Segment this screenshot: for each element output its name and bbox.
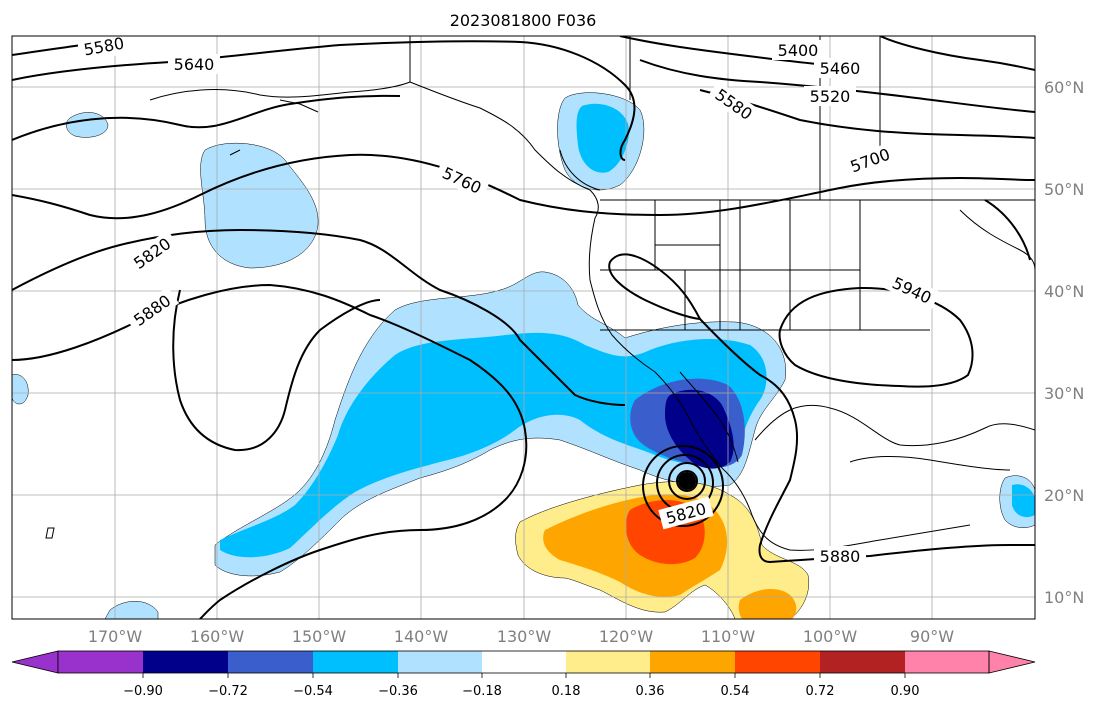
contour-label-bg (706, 80, 762, 128)
colorbar-min-extension (11, 650, 59, 674)
colorbar-segment (905, 651, 989, 673)
colorbar-segment (566, 651, 650, 673)
fill-light-blue-np (200, 142, 319, 269)
map-title: 2023081800 F036 (450, 11, 597, 30)
lon-tick: 90°W (910, 627, 954, 646)
colorbar-tick-label: −0.72 (208, 684, 248, 699)
colorbar-tick-label: −0.90 (123, 684, 163, 699)
contour-label: 5520 (810, 87, 851, 106)
map-area: 5580 5640 5400 5460 5520 5580 5700 5760 … (12, 34, 1035, 619)
colorbar-tick-label: 0.90 (891, 684, 920, 699)
contour-label: 5400 (778, 41, 819, 60)
colorbar-segment (228, 651, 313, 673)
contour-label-bg (772, 40, 824, 60)
contour-label: 5880 (820, 547, 861, 566)
lat-tick: 50°N (1044, 180, 1084, 199)
lat-tick: 20°N (1044, 486, 1084, 505)
lon-tick: 120°W (599, 627, 654, 646)
map-frame (11, 35, 1036, 620)
contour-label-bg (168, 54, 220, 74)
colorbar-tick-label: −0.36 (378, 684, 418, 699)
lon-tick: 100°W (803, 627, 858, 646)
fill-blue-pacific (220, 332, 767, 558)
lat-tick-labels: 60°N 50°N 40°N 30°N 20°N 10°N (1044, 78, 1084, 607)
lon-tick: 170°W (88, 627, 143, 646)
contour-label-bg (434, 159, 490, 201)
colorbar-segment (650, 651, 735, 673)
fill-blue-caribbean (1012, 484, 1035, 518)
colorbar-tick-label: −0.18 (462, 684, 502, 699)
storm-marker (678, 472, 696, 490)
lon-tick: 140°W (394, 627, 449, 646)
gridlines (12, 36, 1035, 619)
lat-tick: 10°N (1044, 588, 1084, 607)
contour-label-bg (814, 546, 866, 566)
coastlines (45, 36, 1035, 551)
lat-tick: 40°N (1044, 282, 1084, 301)
colorbar-frame (57, 650, 990, 674)
contour-label-bg (78, 36, 130, 56)
fill-orange-pos-east (738, 588, 797, 619)
contour-label-bg (804, 86, 856, 106)
colorbar-segment (820, 651, 905, 673)
contour-label-bg (884, 269, 940, 311)
lon-tick: 130°W (497, 627, 552, 646)
contour-label-bg (814, 58, 866, 78)
colorbar-segment (482, 651, 566, 673)
lon-tick: 110°W (701, 627, 756, 646)
lon-tick: 150°W (292, 627, 347, 646)
contour-label-bg (124, 286, 180, 334)
colorbar-tick-label: 0.54 (721, 684, 750, 699)
colorbar-max-extension (988, 650, 1036, 674)
colorbar-tick-label: 0.18 (552, 684, 581, 699)
fill-blue-canada (576, 103, 629, 173)
contour-label: 5580 (82, 34, 125, 60)
contour-label: 5640 (174, 55, 215, 74)
lon-tick-labels: 170°W 160°W 150°W 140°W 130°W 120°W 110°… (88, 627, 954, 646)
contour-label: 5460 (820, 59, 861, 78)
height-contours (12, 36, 1035, 619)
contour-label-bg (124, 229, 180, 277)
colorbar-segment (735, 651, 820, 673)
contour-label-bg (842, 141, 898, 179)
colorbar-segment (313, 651, 398, 673)
fill-dark-blue-mexico (665, 389, 734, 469)
fill-light-blue-hawaii-west (12, 374, 29, 405)
colorbar-segment (58, 651, 143, 673)
colorbar: −0.90 −0.72 −0.54 −0.36 −0.18 0.18 0.36 … (11, 650, 1036, 699)
fill-light-blue-south (104, 601, 159, 619)
colorbar-tick-label: 0.72 (806, 684, 835, 699)
lon-tick: 160°W (190, 627, 245, 646)
colorbar-segment (143, 651, 228, 673)
anomaly-fills (12, 92, 1035, 619)
colorbar-ticks (142, 673, 906, 678)
colorbar-tick-label: −0.54 (293, 684, 333, 699)
colorbar-segment (398, 651, 482, 673)
colorbar-tick-label: 0.36 (636, 684, 665, 699)
lat-tick: 60°N (1044, 78, 1084, 97)
lat-tick: 30°N (1044, 384, 1084, 403)
contour-label-bg (658, 496, 714, 530)
